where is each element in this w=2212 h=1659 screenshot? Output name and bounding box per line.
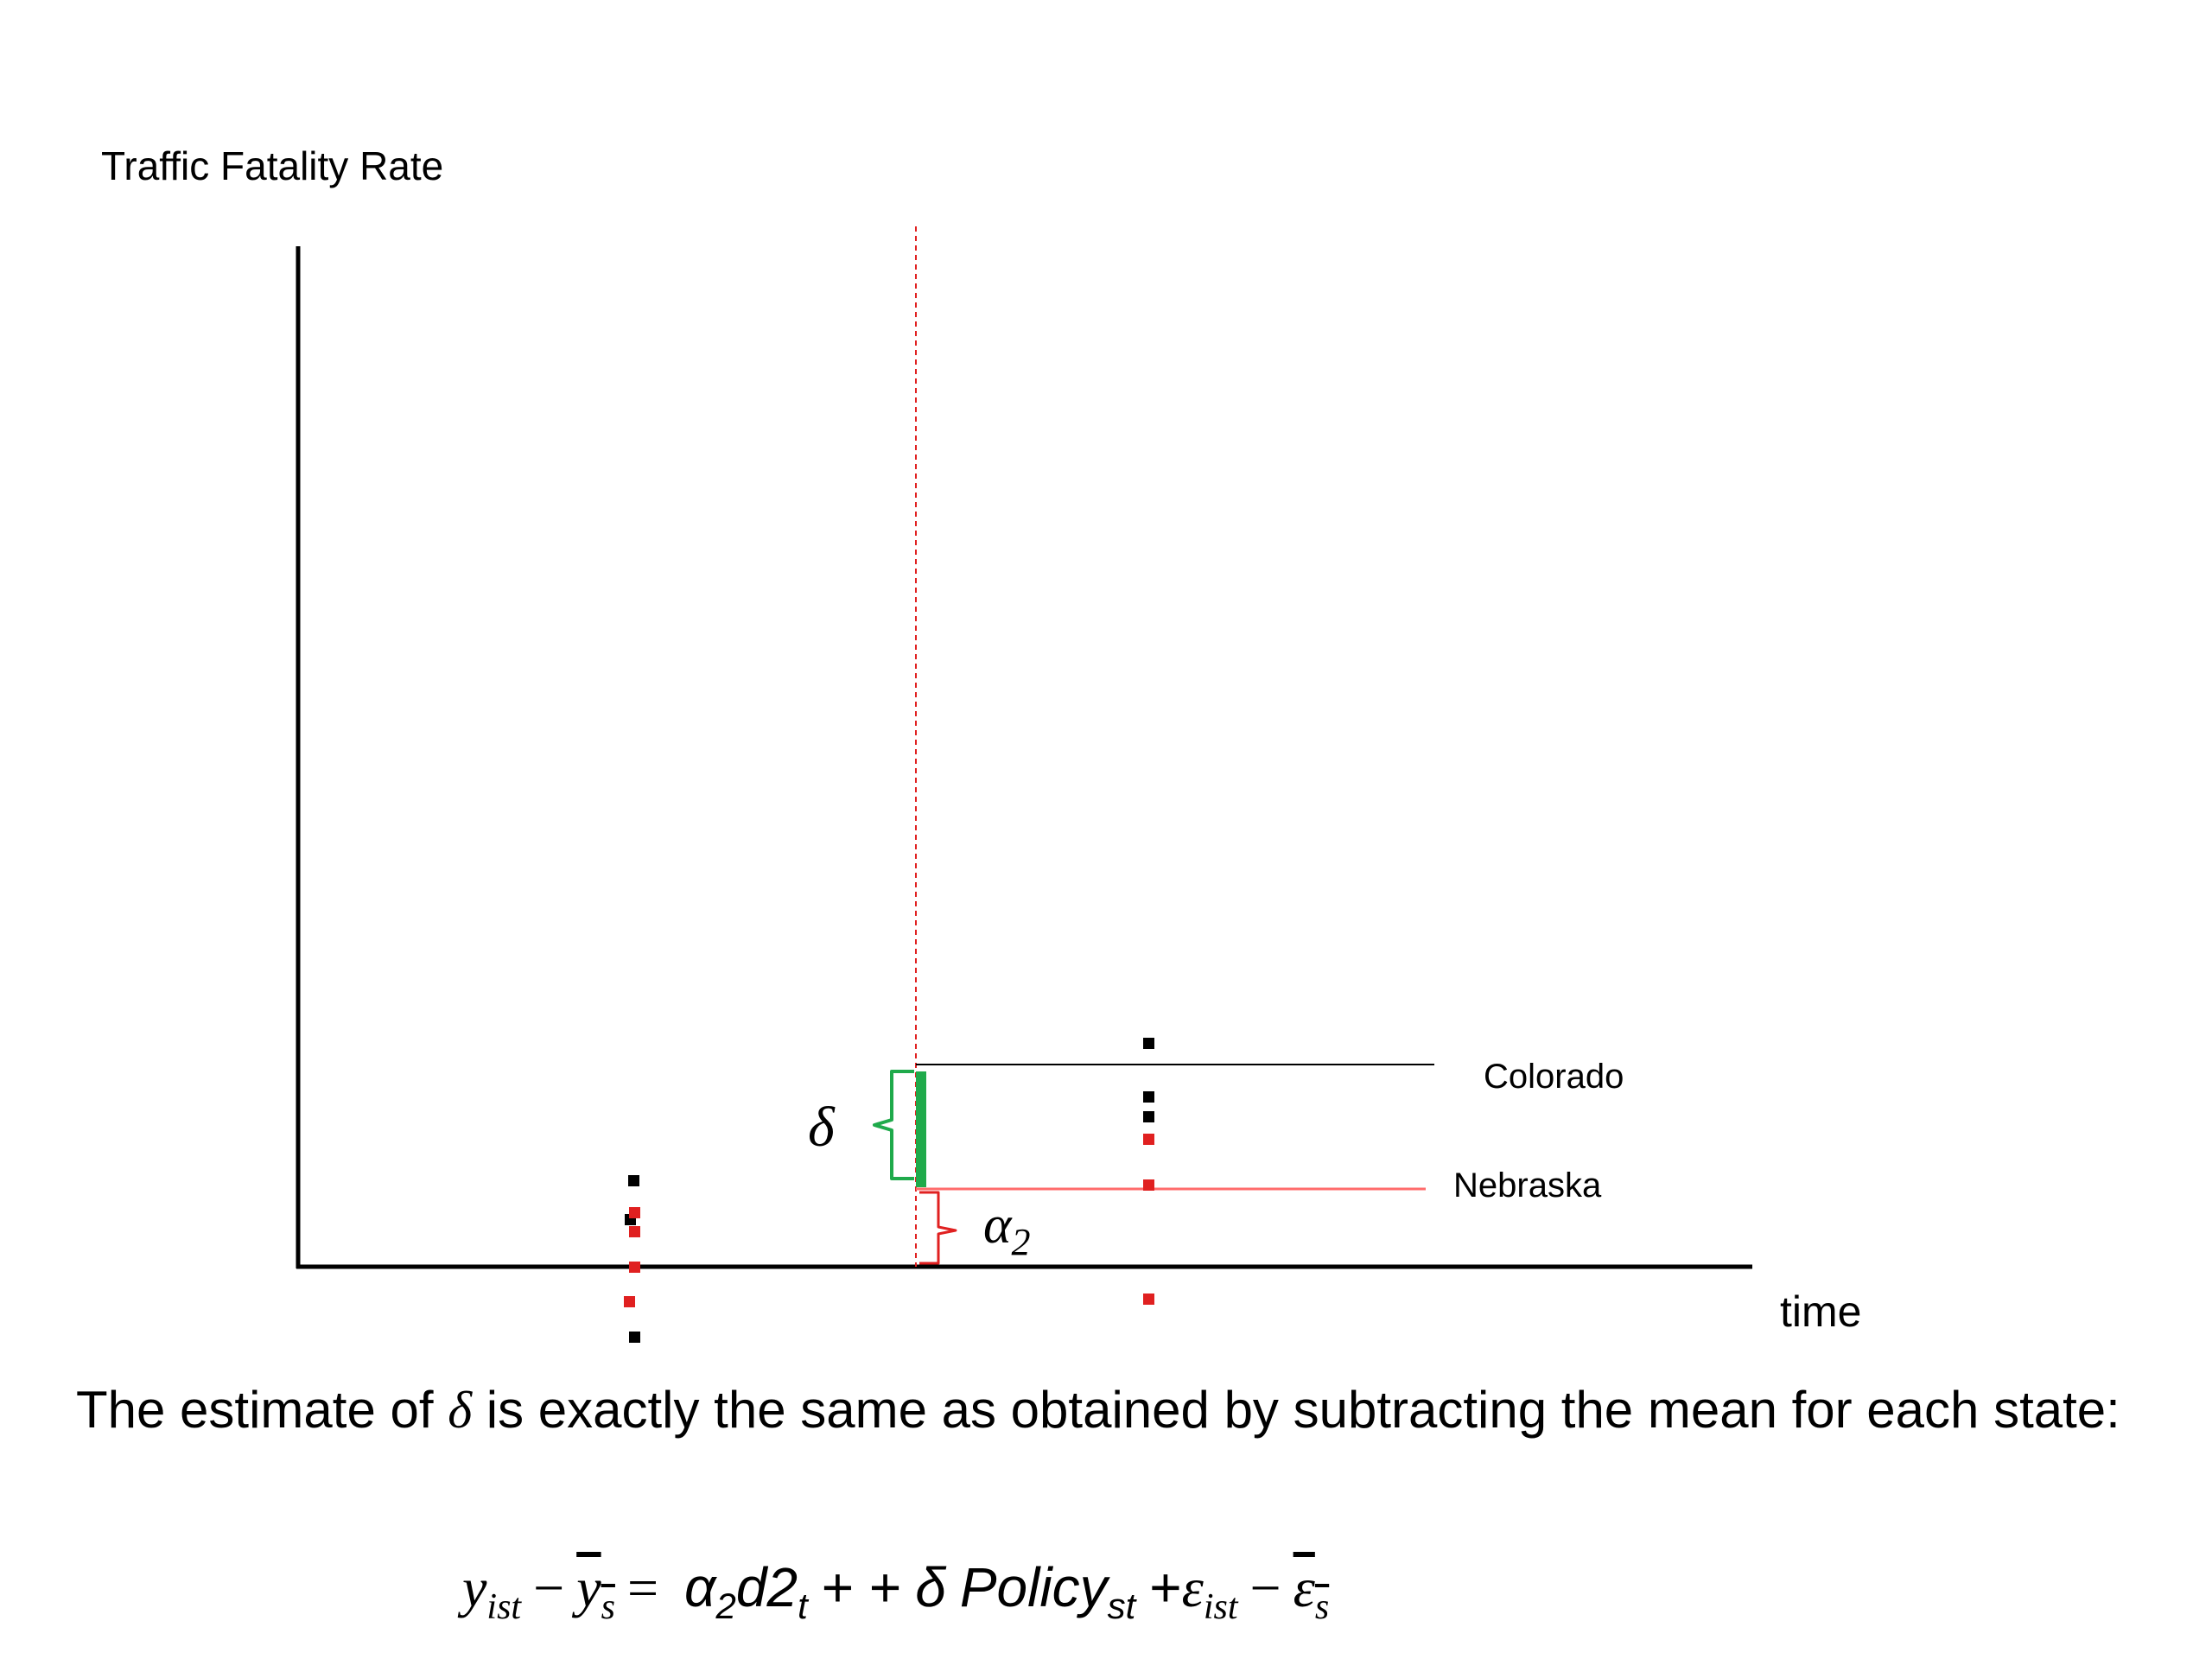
eq-y-sub: ist [486,1587,522,1627]
eq-epsbar: ε [1293,1557,1315,1618]
colorado-point [628,1175,639,1186]
eq-ybar-sub: s [601,1587,615,1627]
eq-ybar: y [576,1557,601,1618]
eq-equals: = [626,1557,659,1618]
eq-d2: d2 [735,1556,798,1618]
equation: yist − ys = α2d2t + + δ Policyst +εist − εs [462,1555,1329,1628]
eq-d2-sub: t [798,1586,808,1626]
caption-delta-symbol: δ [448,1382,473,1439]
eq-alpha: α [684,1556,716,1618]
colorado-point [629,1332,640,1343]
alpha-brace [919,1191,957,1265]
colorado-point [1143,1038,1154,1049]
nebraska-point [1143,1294,1154,1305]
eq-plus-plus: + + [821,1556,902,1618]
nebraska-point [629,1226,640,1237]
caption-text: The estimate of δ is exactly the same as… [76,1381,2167,1440]
alpha-2-label: α2 [983,1196,1031,1263]
colorado-point [1143,1111,1154,1122]
nebraska-point [629,1262,640,1273]
eq-epsilon-sub: ist [1203,1587,1238,1627]
eq-policy-sub: st [1107,1586,1136,1626]
delta-brace [873,1070,914,1180]
x-axis-label: time [1780,1287,1861,1336]
eq-plus: + [1149,1556,1182,1618]
nebraska-point [1143,1179,1154,1191]
nebraska-label: Nebraska [1453,1166,1602,1205]
nebraska-point [624,1296,635,1307]
caption-part2: is exactly the same as obtained by subtr… [472,1381,2120,1439]
alpha-subscript: 2 [1012,1221,1031,1263]
colorado-point [1143,1091,1154,1103]
eq-alpha-sub: 2 [715,1586,736,1626]
eq-policy: Policy [959,1556,1108,1618]
alpha-symbol: α [983,1196,1013,1255]
eq-minus: − [533,1557,565,1618]
eq-minus-2: − [1249,1557,1281,1618]
delta-label: δ [808,1096,836,1159]
nebraska-point [629,1207,640,1218]
eq-epsilon: ε [1181,1557,1204,1618]
eq-delta: δ [915,1556,946,1618]
y-axis-label: Traffic Fatality Rate [101,143,444,188]
eq-epsbar-sub: s [1314,1587,1330,1627]
eq-y: y [462,1557,487,1618]
colorado-label: Colorado [1484,1058,1624,1096]
nebraska-point [1143,1134,1154,1145]
caption-part1: The estimate of [76,1381,448,1439]
